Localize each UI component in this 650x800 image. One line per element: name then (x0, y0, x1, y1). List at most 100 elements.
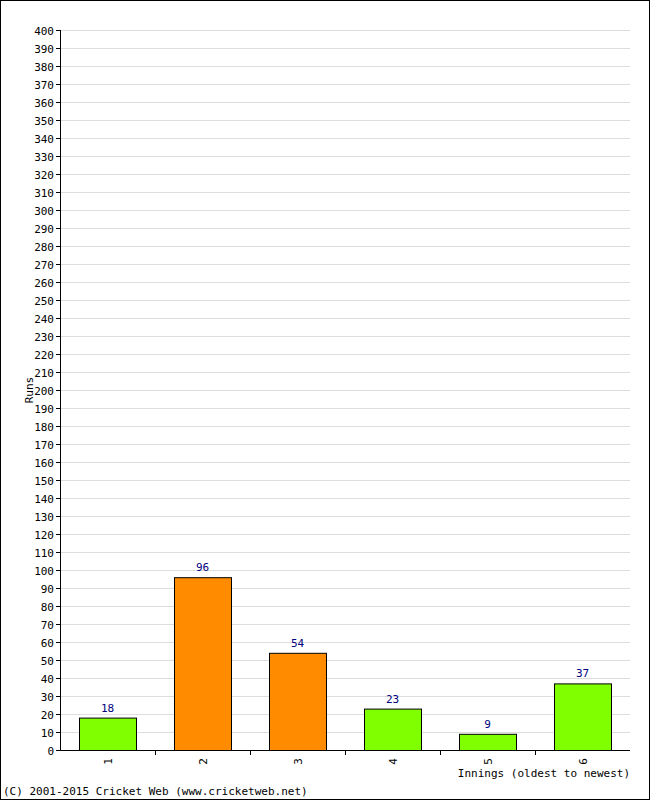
grid-line (60, 30, 630, 31)
y-tick (56, 354, 60, 355)
grid-line (60, 696, 630, 697)
grid-line (60, 156, 630, 157)
y-tick-label: 220 (34, 349, 54, 362)
y-tick (56, 138, 60, 139)
grid-line (60, 372, 630, 373)
y-tick (56, 660, 60, 661)
y-tick (56, 732, 60, 733)
y-tick-label: 210 (34, 367, 54, 380)
grid-line (60, 426, 630, 427)
y-tick-label: 390 (34, 43, 54, 56)
y-tick-label: 100 (34, 565, 54, 578)
y-axis (60, 30, 61, 750)
grid-line (60, 138, 630, 139)
y-tick (56, 246, 60, 247)
y-tick-label: 0 (47, 745, 54, 758)
y-tick (56, 678, 60, 679)
x-tick-label: 6 (577, 758, 590, 765)
y-tick (56, 444, 60, 445)
x-tick-label: 3 (292, 758, 305, 765)
grid-line (60, 120, 630, 121)
y-tick (56, 624, 60, 625)
x-tick-label: 2 (197, 758, 210, 765)
bar (80, 718, 137, 750)
grid-line (60, 552, 630, 553)
bar (460, 734, 517, 750)
y-tick-label: 340 (34, 133, 54, 146)
chart: 0102030405060708090100110120130140150160… (0, 0, 650, 800)
y-tick (56, 336, 60, 337)
y-tick (56, 750, 60, 751)
grid-line (60, 570, 630, 571)
y-tick (56, 264, 60, 265)
y-tick-label: 70 (41, 619, 54, 632)
y-tick-label: 30 (41, 691, 54, 704)
grid-line (60, 84, 630, 85)
y-tick (56, 156, 60, 157)
y-tick (56, 570, 60, 571)
grid-line (60, 660, 630, 661)
y-tick-label: 250 (34, 295, 54, 308)
y-tick-label: 140 (34, 493, 54, 506)
y-tick-label: 50 (41, 655, 54, 668)
y-tick (56, 48, 60, 49)
y-tick-label: 400 (34, 25, 54, 38)
y-tick-label: 110 (34, 547, 54, 560)
grid-line (60, 192, 630, 193)
bar (270, 653, 327, 750)
grid-line (60, 480, 630, 481)
grid-line (60, 714, 630, 715)
grid-line (60, 408, 630, 409)
x-tick-label: 5 (482, 758, 495, 765)
y-tick-label: 320 (34, 169, 54, 182)
grid-line (60, 102, 630, 103)
x-tick (250, 750, 251, 755)
y-tick-label: 40 (41, 673, 54, 686)
data-label: 96 (196, 561, 209, 574)
y-tick (56, 426, 60, 427)
grid-line (60, 390, 630, 391)
y-tick (56, 606, 60, 607)
grid-line (60, 66, 630, 67)
y-tick-label: 300 (34, 205, 54, 218)
y-tick-label: 130 (34, 511, 54, 524)
bar (555, 684, 612, 750)
bar (175, 578, 232, 750)
y-tick (56, 192, 60, 193)
y-tick-label: 160 (34, 457, 54, 470)
data-label: 9 (484, 718, 491, 731)
y-tick-label: 170 (34, 439, 54, 452)
y-tick (56, 282, 60, 283)
grid-line (60, 282, 630, 283)
grid-line (60, 264, 630, 265)
grid-line (60, 642, 630, 643)
y-tick (56, 462, 60, 463)
y-tick-label: 80 (41, 601, 54, 614)
y-tick-label: 10 (41, 727, 54, 740)
bars (80, 578, 612, 750)
grid-line (60, 318, 630, 319)
data-label: 18 (101, 702, 114, 715)
grid-line (60, 462, 630, 463)
x-tick (345, 750, 346, 755)
x-axis-label: Innings (oldest to newest) (458, 767, 630, 780)
data-label: 37 (576, 667, 589, 680)
y-tick-label: 200 (34, 385, 54, 398)
x-tick (155, 750, 156, 755)
y-tick (56, 642, 60, 643)
y-tick (56, 300, 60, 301)
y-tick (56, 210, 60, 211)
grid-line (60, 732, 630, 733)
grid-line (60, 498, 630, 499)
data-label: 54 (291, 637, 305, 650)
y-tick (56, 516, 60, 517)
y-tick (56, 228, 60, 229)
grid-line (60, 300, 630, 301)
y-tick (56, 714, 60, 715)
y-tick (56, 372, 60, 373)
grid-line (60, 606, 630, 607)
y-tick-label: 230 (34, 331, 54, 344)
y-axis-label: Runs (23, 377, 36, 404)
y-tick-label: 310 (34, 187, 54, 200)
grid-line (60, 336, 630, 337)
